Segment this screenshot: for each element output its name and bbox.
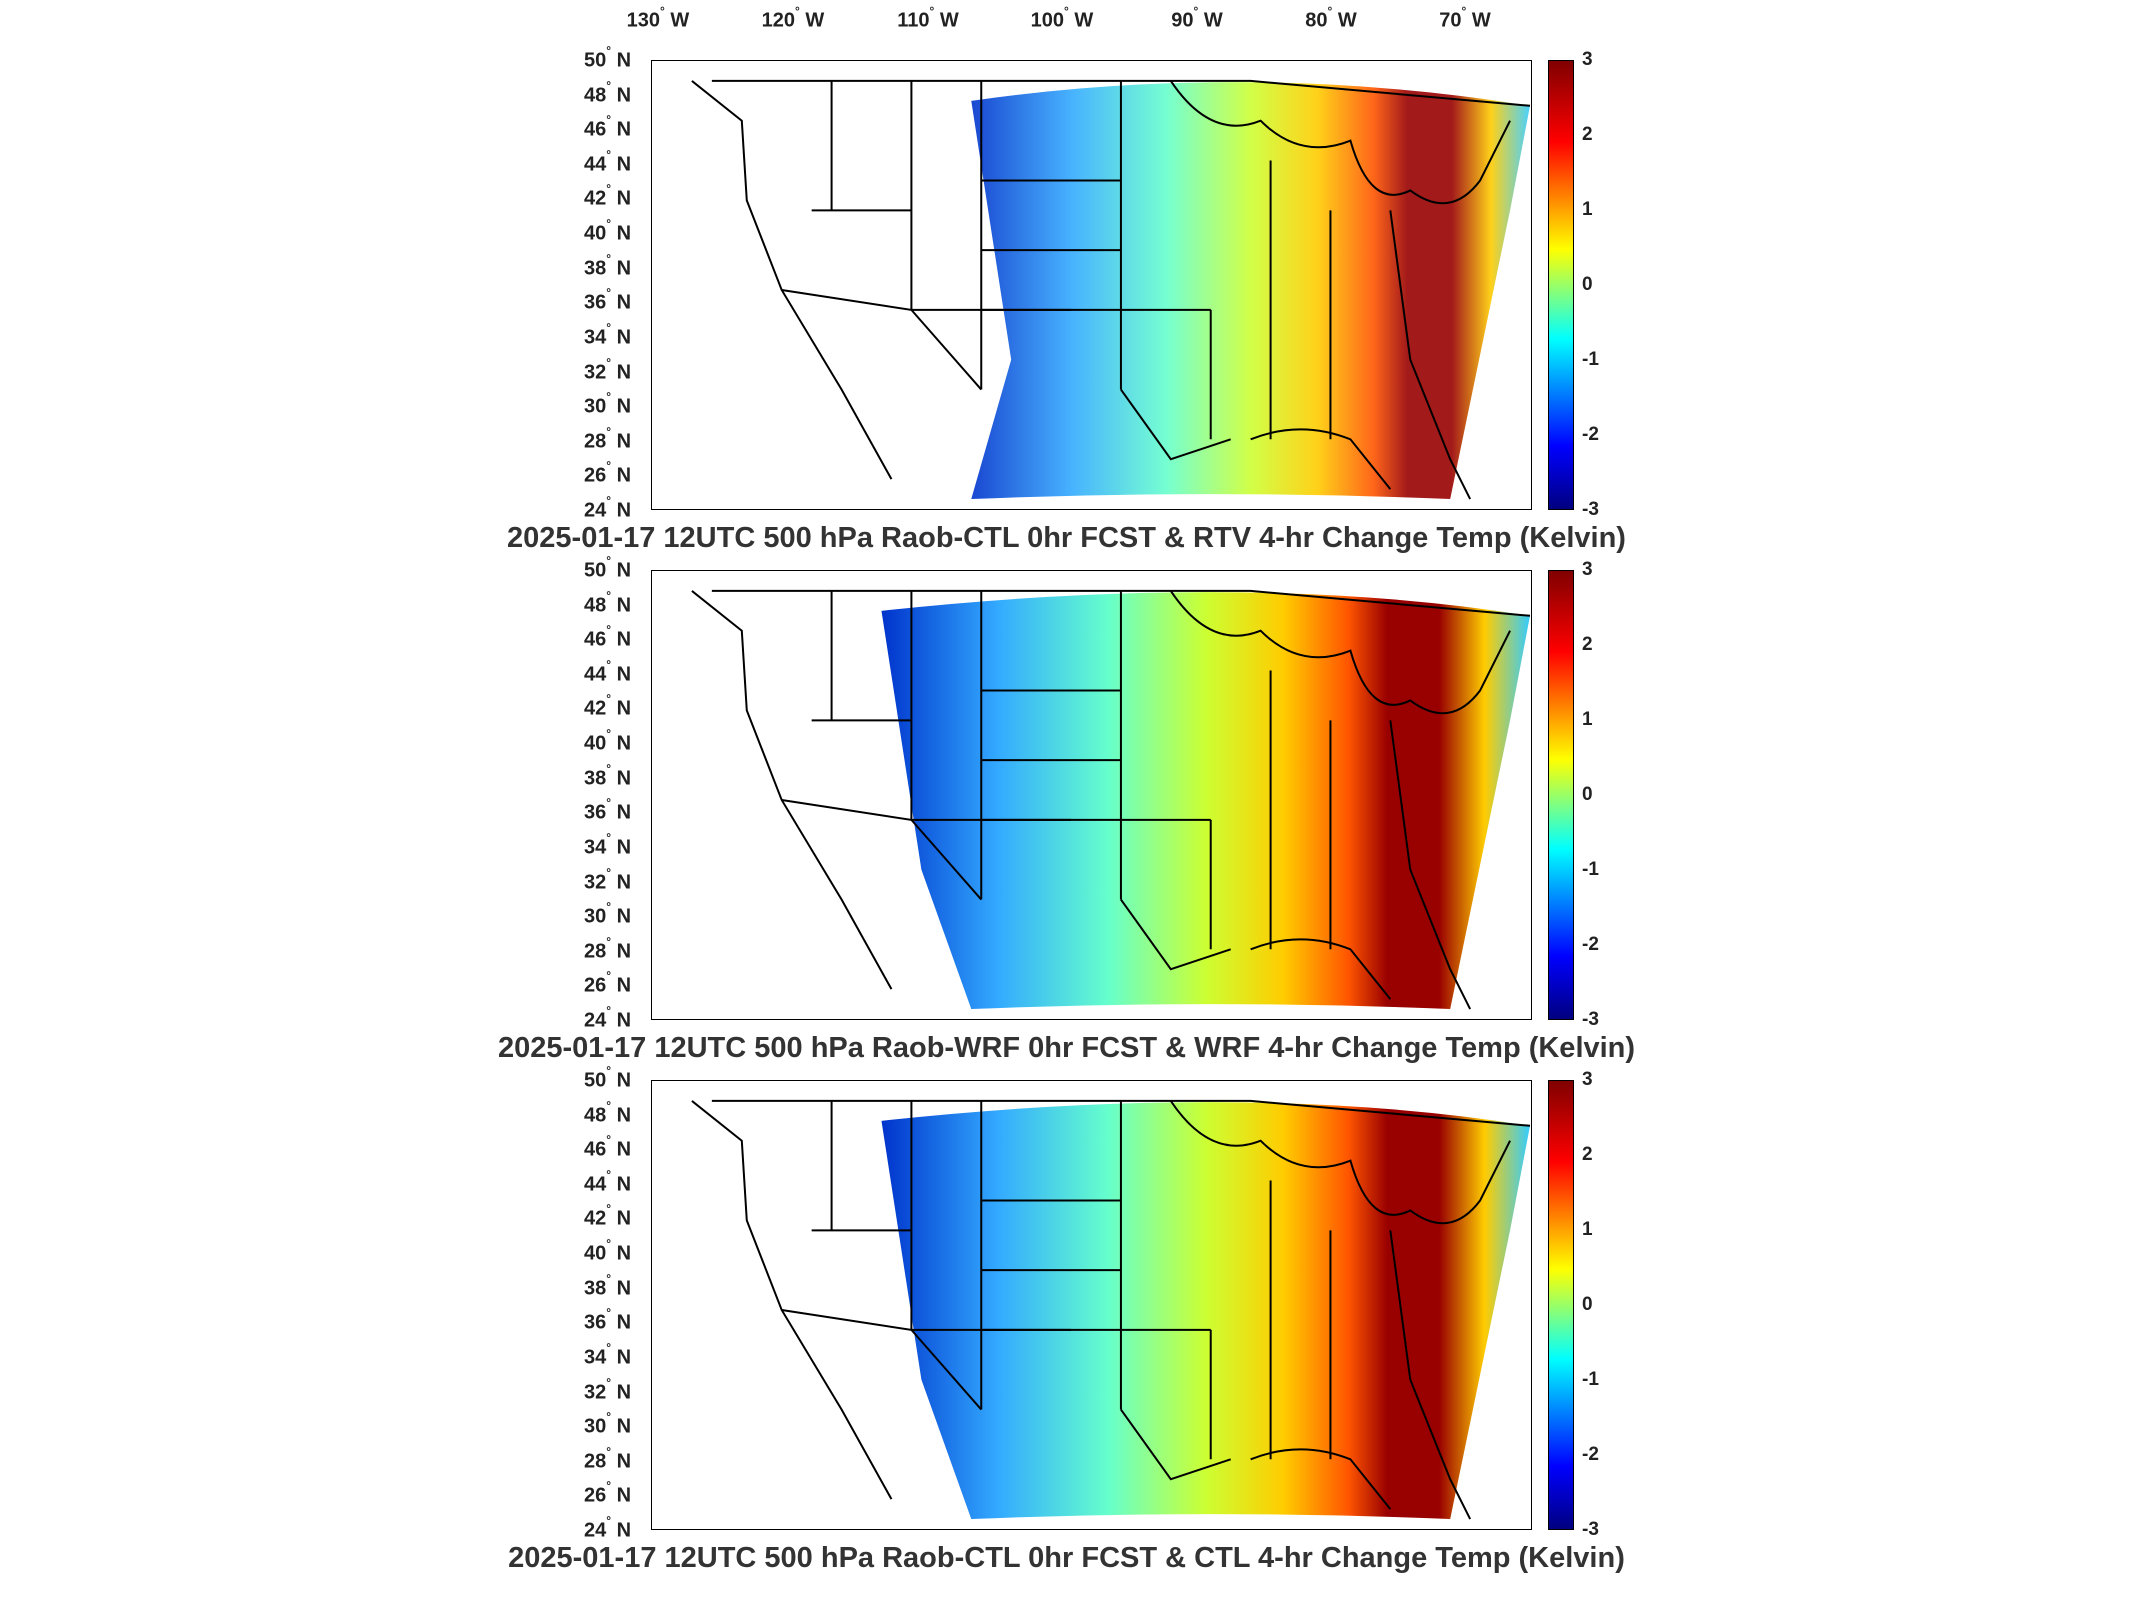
map-plot xyxy=(651,570,1532,1020)
colorbar-tick: 2 xyxy=(1582,124,1593,145)
map-plot xyxy=(651,60,1532,510)
lat-label-36: 36° N xyxy=(584,1305,632,1334)
lat-label-48: 48° N xyxy=(584,78,632,106)
panel-title: 2025-01-17 12UTC 500 hPa Raob-CTL 0hr FC… xyxy=(508,1542,1625,1574)
lat-label-46: 46° N xyxy=(584,1132,632,1161)
lon-label-100: 100° W xyxy=(1030,4,1094,32)
lat-label-50: 50° N xyxy=(584,553,632,582)
lat-label-32: 32° N xyxy=(584,355,632,383)
lat-label-36: 36° N xyxy=(584,285,632,314)
lat-label-50: 50° N xyxy=(584,1063,632,1092)
lat-label-42: 42° N xyxy=(584,1202,632,1230)
map-panel-1: 50° N 48° N 46° N 44° N 42° N 40° N 38° N 36° N… xyxy=(0,44,2133,570)
colorbar-tick: -2 xyxy=(1582,424,1599,445)
lat-label-26: 26° N xyxy=(584,459,632,487)
colorbar-tick: -2 xyxy=(1582,1444,1599,1465)
model-field xyxy=(881,592,1531,1010)
longitude-labels: 130° W 120° W 110° W 100° W 90° W 80° W … xyxy=(0,0,2133,40)
state-boundaries xyxy=(691,589,1531,1010)
lat-label-40: 40° N xyxy=(584,216,632,245)
colorbar-tick: 0 xyxy=(1582,1294,1593,1315)
lon-label-80: 80° W xyxy=(1305,4,1357,32)
lat-label-44: 44° N xyxy=(584,147,632,176)
colorbar-tick: -3 xyxy=(1582,1009,1599,1030)
colorbar-tick: -1 xyxy=(1582,859,1599,880)
state-boundaries xyxy=(691,1099,1531,1520)
colorbar-tick: 3 xyxy=(1582,49,1593,70)
colorbar-tick: -1 xyxy=(1582,1369,1599,1390)
map-plot xyxy=(651,1080,1532,1530)
colorbar-tick: -1 xyxy=(1582,349,1599,370)
lat-label-30: 30° N xyxy=(584,389,632,418)
lon-label-110: 110° W xyxy=(897,4,959,32)
lon-label-130: 130° W xyxy=(626,4,690,32)
colorbar-tick: 3 xyxy=(1582,1069,1593,1090)
lat-label-48: 48° N xyxy=(584,588,632,616)
map-canvas xyxy=(691,1099,1531,1520)
lon-label-70: 70° W xyxy=(1439,4,1491,32)
colorbar-tick: 2 xyxy=(1582,1144,1593,1165)
map-canvas xyxy=(691,589,1531,1010)
colorbar-tick: 1 xyxy=(1582,1219,1593,1240)
lat-label-28: 28° N xyxy=(584,1444,632,1473)
colorbar-tick: 1 xyxy=(1582,709,1593,730)
lat-label-26: 26° N xyxy=(584,969,632,997)
lat-label-32: 32° N xyxy=(584,1375,632,1403)
map-panel-2: 50° N 48° N 46° N 44° N 42° N 40° N 38° N 36° N… xyxy=(0,554,2133,1080)
lat-label-32: 32° N xyxy=(584,865,632,893)
colorbar xyxy=(1548,570,1574,1020)
lat-label-36: 36° N xyxy=(584,795,632,824)
lat-label-30: 30° N xyxy=(584,899,632,928)
model-field xyxy=(881,1102,1531,1520)
colorbar xyxy=(1548,60,1574,510)
lon-label-120: 120° W xyxy=(761,4,825,32)
lat-label-34: 34° N xyxy=(584,1340,632,1369)
lat-label-46: 46° N xyxy=(584,112,632,141)
lat-label-28: 28° N xyxy=(584,934,632,963)
lat-label-44: 44° N xyxy=(584,1167,632,1196)
colorbar xyxy=(1548,1080,1574,1530)
panel-title: 2025-01-17 12UTC 500 hPa Raob-CTL 0hr FC… xyxy=(507,522,1626,554)
lat-label-24: 24° N xyxy=(584,1003,632,1032)
lat-label-40: 40° N xyxy=(584,726,632,755)
lon-label-90: 90° W xyxy=(1171,4,1223,32)
lat-label-24: 24° N xyxy=(584,493,632,522)
lat-label-38: 38° N xyxy=(584,1271,632,1300)
lat-label-30: 30° N xyxy=(584,1409,632,1438)
state-boundaries xyxy=(691,79,1531,500)
lat-label-42: 42° N xyxy=(584,692,632,720)
lat-label-44: 44° N xyxy=(584,657,632,686)
lat-label-34: 34° N xyxy=(584,830,632,859)
lat-label-34: 34° N xyxy=(584,320,632,349)
lat-label-38: 38° N xyxy=(584,251,632,280)
colorbar-tick: -2 xyxy=(1582,934,1599,955)
lat-label-26: 26° N xyxy=(584,1479,632,1507)
model-field xyxy=(971,82,1531,500)
lat-label-50: 50° N xyxy=(584,43,632,72)
colorbar-tick: -3 xyxy=(1582,1519,1599,1540)
map-panel-3: 50° N 48° N 46° N 44° N 42° N 40° N 38° N 36° N… xyxy=(0,1064,2133,1590)
lat-label-40: 40° N xyxy=(584,1236,632,1265)
lat-label-42: 42° N xyxy=(584,182,632,210)
colorbar-tick: 1 xyxy=(1582,199,1593,220)
colorbar-tick: 3 xyxy=(1582,559,1593,580)
colorbar-tick: 2 xyxy=(1582,634,1593,655)
lat-label-38: 38° N xyxy=(584,761,632,790)
colorbar-tick: 0 xyxy=(1582,274,1593,295)
lat-label-48: 48° N xyxy=(584,1098,632,1126)
lat-label-28: 28° N xyxy=(584,424,632,453)
colorbar-tick: -3 xyxy=(1582,499,1599,520)
colorbar-tick: 0 xyxy=(1582,784,1593,805)
lat-label-46: 46° N xyxy=(584,622,632,651)
panel-title: 2025-01-17 12UTC 500 hPa Raob-WRF 0hr FC… xyxy=(497,1032,1636,1064)
lat-label-24: 24° N xyxy=(584,1513,632,1542)
map-canvas xyxy=(691,79,1531,500)
